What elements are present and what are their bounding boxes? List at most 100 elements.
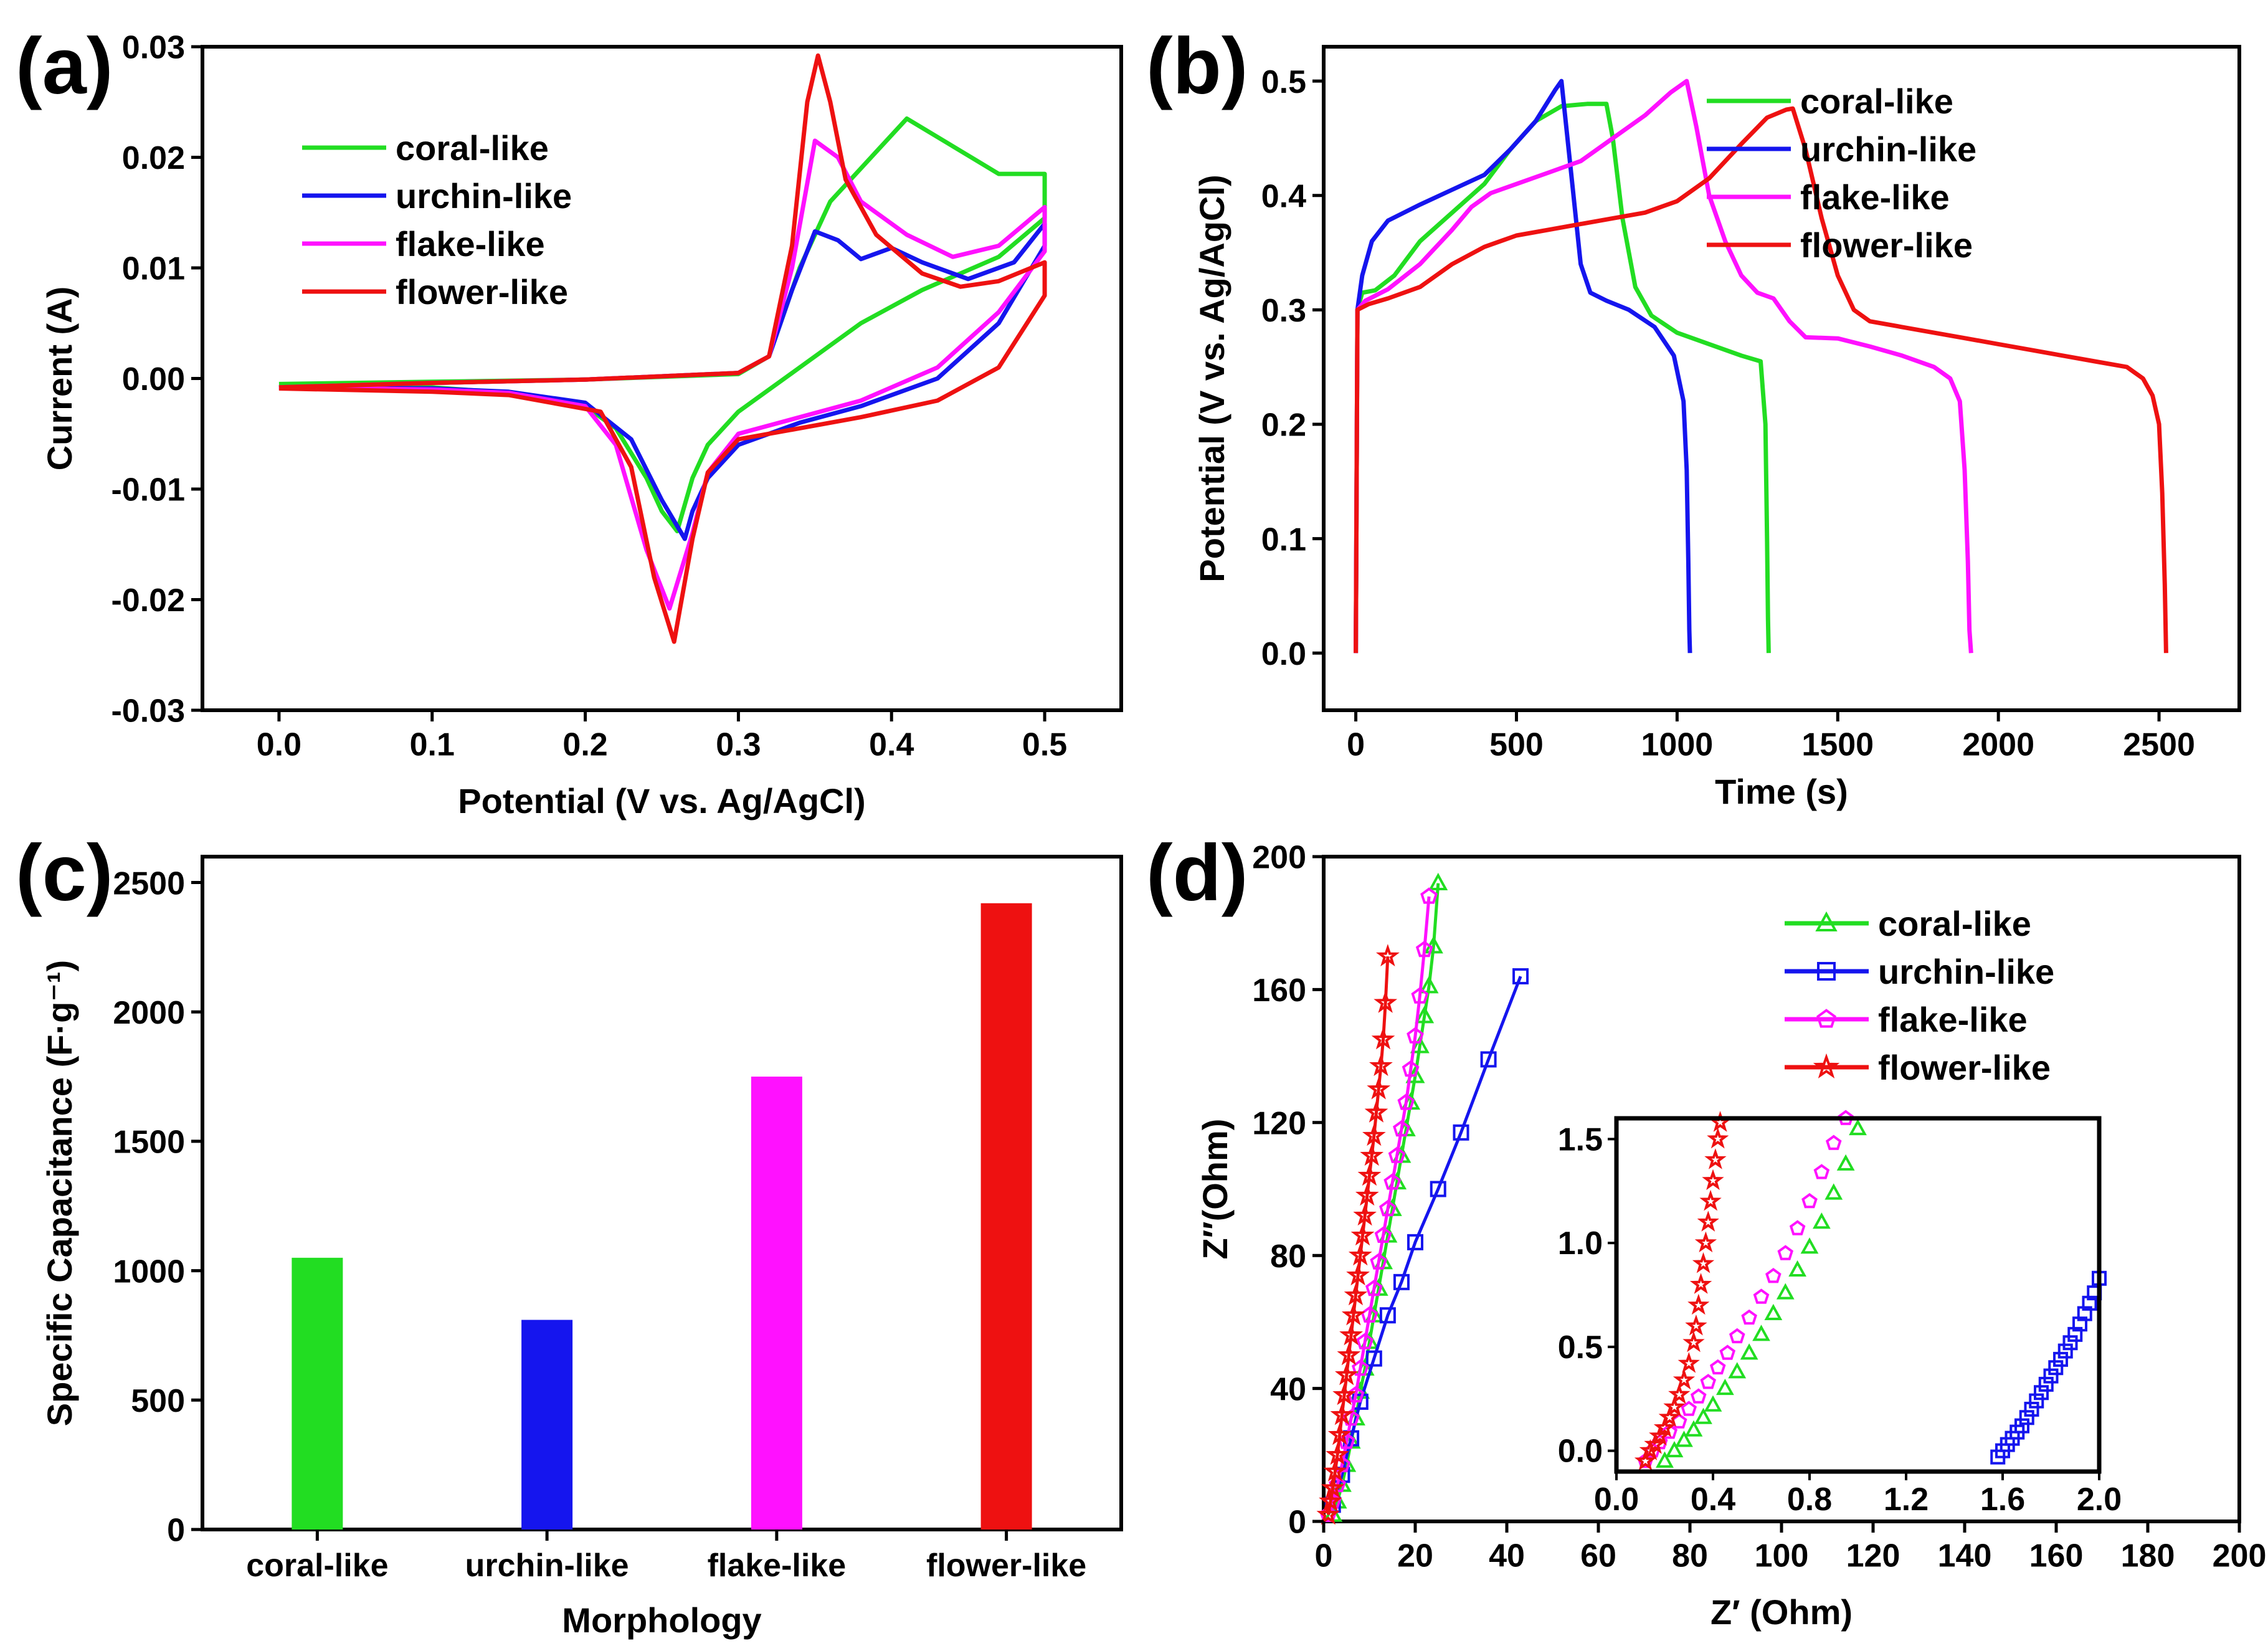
inset-ytick-label: 1.5 [1558, 1121, 1603, 1158]
inset-point-flower-like [1658, 1406, 1681, 1427]
inset-point-flower-like [1668, 1383, 1691, 1404]
inset-point-urchin-like [2029, 1393, 2044, 1409]
panel-d-point-flower-like [1375, 944, 1400, 967]
inset-point-coral-like [1694, 1407, 1712, 1424]
panel-d-label: (d) [1146, 829, 1248, 918]
inset-point-urchin-like [2024, 1401, 2039, 1417]
panel-b-xtick-label: 500 [1489, 727, 1544, 763]
panel-d-point-flake-like [1351, 1359, 1369, 1376]
panel-d-xtick-label: 60 [1580, 1538, 1616, 1574]
panel-d-point-flower-like [1348, 1243, 1372, 1266]
panel-d-point-coral-like [1415, 1006, 1435, 1024]
inset-xtick-label: 1.2 [1884, 1482, 1929, 1518]
panel-d-point-flower-like [1355, 1183, 1379, 1206]
panel-d-point-urchin-like [1407, 1234, 1423, 1250]
panel-d-point-flower-like [1330, 1402, 1354, 1425]
panel-d-point-flower-like [1350, 1223, 1375, 1246]
panel-d-point-flake-like [1393, 1120, 1410, 1137]
panel-b-ytick-label: 0.3 [1261, 293, 1306, 329]
inset-point-coral-like [1675, 1430, 1693, 1447]
inset-ytick-label: 0.0 [1558, 1434, 1603, 1470]
panel-b-ylabel: Potential (V vs. Ag/AgCl) [1192, 174, 1231, 582]
panel-c-ytick-label: 2500 [113, 865, 185, 901]
inset-xtick-label: 2.0 [2077, 1482, 2122, 1518]
panel-b-legend-entry: flower-like [1800, 226, 2008, 265]
inset-point-coral-like [1788, 1260, 1807, 1277]
panel-d-ylabel: Z″(Ohm) [1195, 1119, 1235, 1260]
inset-point-coral-like [1715, 1378, 1734, 1396]
inset-xtick-label: 0.4 [1691, 1482, 1735, 1518]
inset-frame [1614, 1116, 2102, 1474]
panel-a-legend-entry: flake-like [396, 224, 545, 264]
panel-d-point-flower-like [1319, 1489, 1342, 1512]
panel-d-ytick-label: 0 [1288, 1505, 1306, 1541]
panel-d-point-flower-like [1360, 1143, 1384, 1166]
inset-point-urchin-like [2077, 1306, 2092, 1321]
panel-d-point-flower-like [1346, 1263, 1370, 1286]
panel-b-series-urchin-like [1354, 78, 1692, 654]
inset-point-urchin-like [2048, 1360, 2064, 1376]
inset-point-flower-like [1644, 1432, 1666, 1454]
inset-xtick-label: 0.0 [1594, 1482, 1639, 1518]
panel-d-point-flower-like [1337, 1343, 1361, 1366]
panel-c-frame [201, 855, 1123, 1531]
panel-b-label: (b) [1146, 22, 1248, 111]
panel-d-point-flower-like [1357, 1163, 1382, 1186]
inset-point-coral-like [1704, 1395, 1722, 1412]
panel-b-ytick-label: 0.1 [1261, 521, 1306, 558]
panel-d-point-flake-like [1383, 1173, 1402, 1190]
panel-d-point-flower-like [1316, 1502, 1340, 1525]
panel-a-ytick-label: -0.01 [111, 472, 185, 508]
panel-b-xlabel: Time (s) [1715, 772, 1848, 811]
panel-c-ytick-label: 0 [167, 1513, 185, 1549]
panel-a-xtick-label: 0.3 [716, 727, 761, 763]
inset-point-flower-like [1682, 1331, 1705, 1353]
inset-point-flower-like [1694, 1231, 1717, 1253]
panel-b-series-flower-like [1354, 106, 2168, 654]
inset-point-flake-like [1777, 1245, 1794, 1260]
inset-point-urchin-like [2072, 1316, 2087, 1332]
inset-point-urchin-like [2053, 1351, 2068, 1367]
panel-a-ylabel: Current (A) [40, 287, 79, 471]
panel-d-point-flake-like [1402, 1060, 1420, 1077]
inset-point-flake-like [1801, 1192, 1818, 1209]
panel-a-xtick-label: 0.1 [410, 727, 455, 763]
panel-d-point-flower-like [1367, 1077, 1391, 1100]
panel-d-point-flower-like [1327, 1422, 1352, 1445]
inset-point-flower-like [1699, 1189, 1722, 1211]
panel-d-xtick-label: 160 [2029, 1538, 2084, 1574]
inset-point-urchin-like [2019, 1410, 2034, 1425]
panel-a-xtick-label: 0.4 [869, 727, 914, 763]
inset-point-flower-like [1692, 1252, 1715, 1273]
inset-point-flower-like [1702, 1169, 1724, 1191]
inset-point-coral-like [1728, 1362, 1747, 1379]
panel-d-point-urchin-like [1453, 1124, 1469, 1141]
inset-point-flake-like [1709, 1359, 1726, 1375]
panel-a-series-flake-like [278, 138, 1047, 611]
panel-a-series-flower-like [278, 53, 1047, 644]
panel-c-bar-flower-like [980, 903, 1032, 1529]
panel-d-legend-marker [1817, 962, 1836, 981]
inset-point-coral-like [1849, 1119, 1867, 1136]
inset-ytick-label: 0.5 [1558, 1330, 1603, 1366]
panel-b-frame [1322, 45, 2241, 712]
panel-d-point-flower-like [1334, 1363, 1359, 1386]
inset-point-flake-like [1690, 1388, 1707, 1404]
panel-d-point-flower-like [1369, 1054, 1393, 1077]
panel-c-ytick-label: 1500 [113, 1125, 185, 1161]
inset-xtick-label: 0.8 [1787, 1482, 1832, 1518]
panel-b-xtick-label: 2500 [2123, 727, 2195, 763]
panel-c-label: (c) [16, 829, 113, 918]
inset-point-urchin-like [2082, 1295, 2097, 1311]
inset-point-urchin-like [2038, 1376, 2054, 1392]
panel-d-legend-marker [1816, 1009, 1836, 1028]
panel-b-legend-entry: flake-like [1800, 178, 1950, 217]
inset-point-flower-like [1653, 1416, 1676, 1437]
inset-point-coral-like [1740, 1343, 1758, 1360]
panel-a-xtick-label: 0.2 [562, 727, 607, 763]
panel-d-point-flake-like [1365, 1280, 1383, 1296]
inset-point-flake-like [1700, 1374, 1717, 1389]
panel-d-point-flake-like [1379, 1199, 1397, 1217]
panel-d-point-flower-like [1362, 1123, 1386, 1146]
panel-d-point-flower-like [1332, 1382, 1356, 1406]
